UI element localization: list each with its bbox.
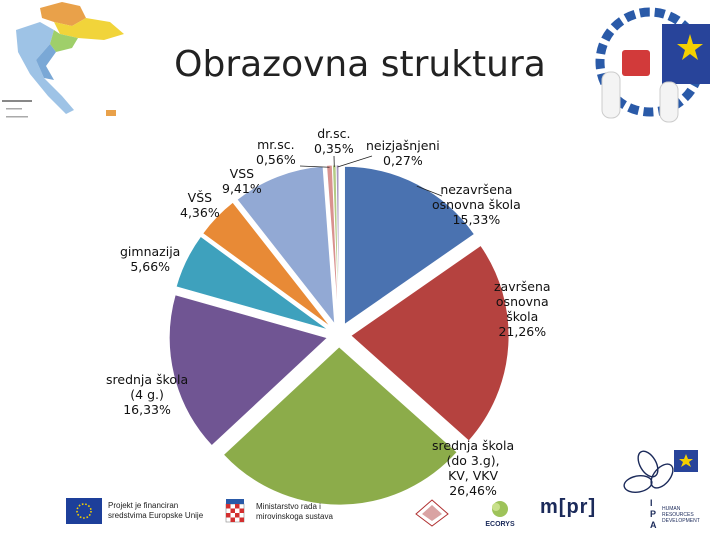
ipa-letter-i: I bbox=[650, 498, 653, 508]
label-gimnazija: gimnazija 5,66% bbox=[120, 244, 180, 274]
label-mrsc-value: 0,56% bbox=[256, 152, 296, 167]
eu-flag-icon bbox=[66, 498, 102, 524]
pie-slice-srednja-do3 bbox=[223, 346, 458, 506]
label-vss: VSS 9,41% bbox=[222, 166, 262, 196]
ministry-text: Ministarstvo rada i mirovinskoga sustava bbox=[256, 502, 333, 522]
label-zavrsena-line3: škola bbox=[506, 309, 539, 324]
label-srednja-4g-value: 16,33% bbox=[123, 402, 171, 417]
eu-funding-text: Projekt je financiran sredstvima Europsk… bbox=[108, 501, 203, 521]
pie-slice-nezavrsena bbox=[344, 165, 475, 326]
label-gimnazija-value: 5,66% bbox=[130, 259, 171, 274]
pie-slice-vss-lower bbox=[202, 201, 331, 327]
pie-slice-neizjasnjeni bbox=[335, 164, 340, 324]
eu-funding-line2: sredstvima Europske Unije bbox=[108, 511, 204, 520]
hrd-line2: RESOURCES bbox=[662, 512, 694, 518]
ministry-line2: mirovinskoga sustava bbox=[256, 512, 333, 521]
label-srednja-do3-line1: srednja škola bbox=[432, 438, 515, 453]
logo-red-square bbox=[622, 50, 650, 76]
label-nezavrsena-value: 15,33% bbox=[452, 212, 501, 227]
leader-line-mrsc bbox=[299, 165, 330, 168]
label-zavrsena: završena osnovna škola 21,26% bbox=[494, 279, 551, 339]
label-srednja-do3: srednja škola (do 3.g), KV, VKV 26,46% bbox=[432, 438, 514, 498]
croatia-map-image bbox=[2, 2, 124, 118]
label-vss-lower-value: 4,36% bbox=[180, 205, 220, 220]
logo-white-hand-2 bbox=[659, 81, 679, 123]
footer-logos: Projekt je financiran sredstvima Europsk… bbox=[0, 486, 720, 540]
label-srednja-4g-line1: srednja škola bbox=[106, 372, 189, 387]
label-srednja-do3-line2: (do 3.g), bbox=[446, 453, 500, 468]
map-region-orange bbox=[40, 2, 86, 26]
label-nezavrsena: nezavršena osnovna škola 15,33% bbox=[432, 182, 521, 227]
mpr-logo-text: m[pr] bbox=[540, 496, 597, 518]
logo-yellow-star bbox=[677, 34, 703, 60]
label-srednja-4g-line2: (4 g.) bbox=[130, 387, 164, 402]
label-neizjasnjeni: neizjašnjeni 0,27% bbox=[366, 138, 440, 168]
ipa-letter-p: P bbox=[650, 509, 657, 519]
map-legend-line3 bbox=[6, 116, 28, 118]
ecorys-logo-icon: ECORYS bbox=[485, 501, 515, 528]
croatia-emblem-icon bbox=[415, 499, 449, 527]
label-vss-line1: VSS bbox=[229, 166, 255, 181]
label-vss-lower: VŠS 4,36% bbox=[180, 190, 220, 220]
pie-slice-srednja-4g bbox=[168, 294, 329, 447]
label-srednja-4g: srednja škola (4 g.) 16,33% bbox=[106, 372, 188, 417]
label-nezavrsena-line1: nezavršena bbox=[440, 182, 513, 197]
label-zavrsena-line1: završena bbox=[494, 279, 551, 294]
croatia-coat-of-arms-icon bbox=[225, 499, 245, 523]
label-mrsc: mr.sc. 0,56% bbox=[256, 137, 296, 167]
map-legend-line2 bbox=[6, 108, 22, 110]
label-zavrsena-value: 21,26% bbox=[498, 324, 547, 339]
pie-slice-gimnazija bbox=[175, 235, 329, 331]
leader-line-neizjasnjeni bbox=[337, 155, 373, 168]
ministry-line1: Ministarstvo rada i bbox=[256, 502, 321, 511]
slide-title: Obrazovna struktura bbox=[174, 44, 546, 85]
ecorys-text: ECORYS bbox=[485, 521, 515, 528]
hands-circle-logo bbox=[595, 7, 710, 123]
eu-funding-line1: Projekt je financiran bbox=[108, 501, 179, 510]
hrd-line3: DEVELOPMENT bbox=[662, 518, 700, 524]
label-srednja-do3-value: 26,46% bbox=[449, 483, 497, 498]
label-drsc-line1: dr.sc. bbox=[317, 126, 351, 141]
ipa-letter-a: A bbox=[650, 520, 657, 530]
label-neizjasnjeni-value: 0,27% bbox=[383, 153, 423, 168]
label-gimnazija-line1: gimnazija bbox=[120, 244, 181, 259]
label-drsc: dr.sc. 0,35% bbox=[314, 126, 354, 156]
leader-line-nezavrsena bbox=[416, 185, 443, 197]
map-region-yellow bbox=[54, 18, 124, 40]
label-srednja-do3-line3: KV, VKV bbox=[448, 468, 499, 483]
hrd-text: HUMAN RESOURCES DEVELOPMENT bbox=[662, 506, 700, 524]
hrd-line1: HUMAN bbox=[662, 506, 681, 512]
map-region-coast bbox=[36, 44, 56, 80]
hrd-flower-logo-icon bbox=[623, 450, 698, 493]
map-legend-swatch bbox=[106, 110, 116, 116]
label-drsc-value: 0,35% bbox=[314, 141, 354, 156]
pie-slice-vss bbox=[236, 165, 336, 326]
pie-slice-zavrsena bbox=[350, 244, 510, 442]
map-region-blue bbox=[16, 22, 74, 114]
label-nezavrsena-line2: osnovna škola bbox=[432, 197, 521, 212]
map-region-green bbox=[50, 30, 78, 52]
map-legend-line1 bbox=[2, 100, 32, 102]
label-vss-value: 9,41% bbox=[222, 181, 262, 196]
label-neizjasnjeni-line1: neizjašnjeni bbox=[366, 138, 440, 153]
label-zavrsena-line2: osnovna bbox=[495, 294, 549, 309]
label-mrsc-line1: mr.sc. bbox=[257, 137, 295, 152]
label-vss-lower-line1: VŠS bbox=[187, 190, 213, 205]
logo-white-hand bbox=[601, 71, 621, 119]
